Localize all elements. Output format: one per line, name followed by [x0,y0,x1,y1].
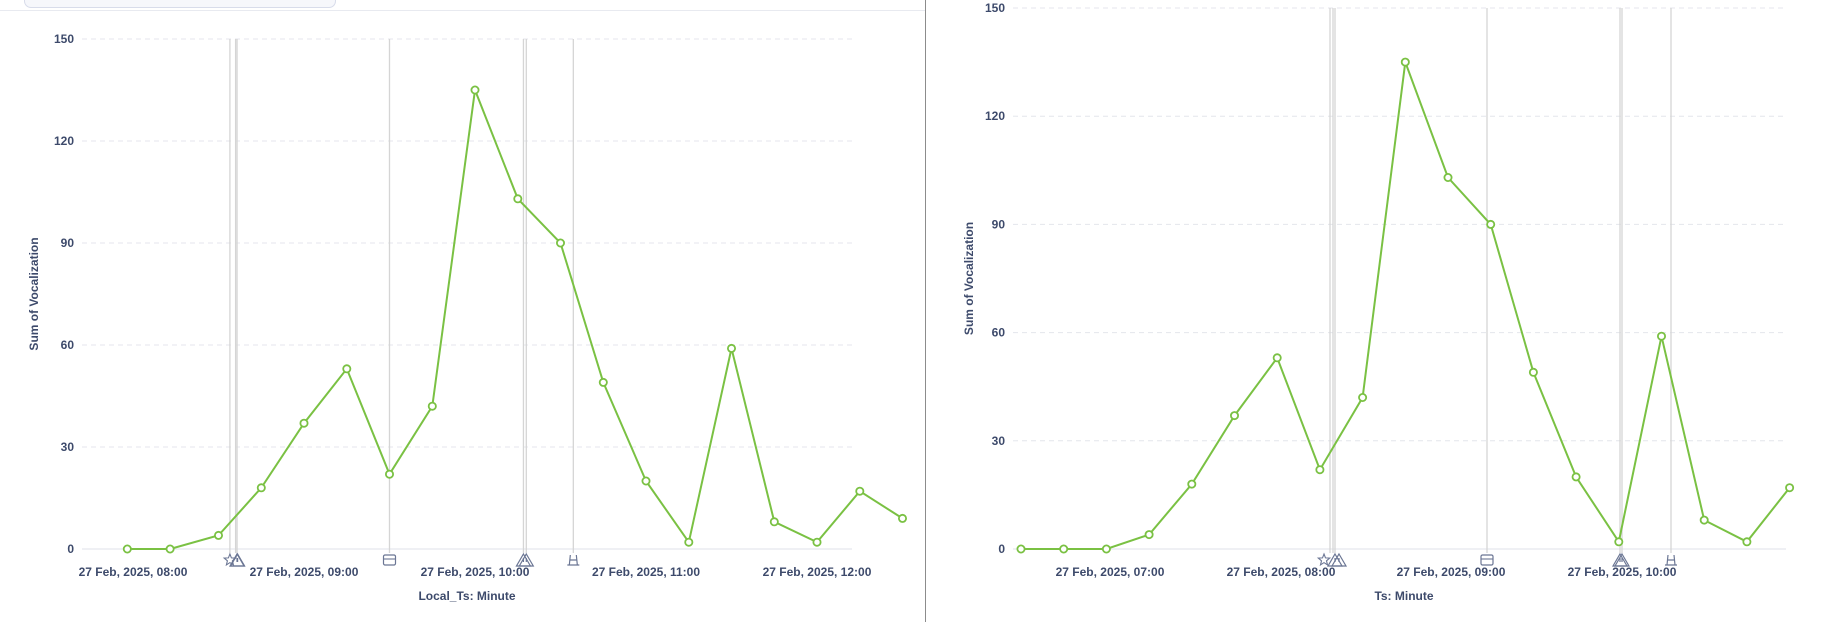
data-point [1571,472,1581,482]
x-axis-title: Local_Ts: Minute [418,589,515,603]
x-ticks: 27 Feb, 2025, 07:00 27 Feb, 2025, 08:00 27… [1056,565,1677,579]
panel-divider [925,0,926,622]
data-point [1016,544,1026,554]
y-axis-title: Sum of Vocalization [962,222,976,335]
y-grid: 0 30 60 90 120 150 [54,32,852,556]
x-tick-label: 27 Feb, 2025, 09:00 [1397,565,1506,579]
y-tick-label: 150 [985,1,1005,15]
data-point [1315,465,1325,475]
data-point [855,486,865,496]
series-points [122,85,908,554]
warning-icon [228,552,246,567]
y-tick-label: 0 [67,542,74,556]
data-point [1785,483,1795,493]
y-tick-label: 30 [992,434,1006,448]
y-tick-label: 90 [61,236,75,250]
series-line [1021,61,1791,550]
data-point [1272,353,1282,363]
data-point [384,469,394,479]
data-point [1358,392,1368,402]
x-axis-title: Ts: Minute [1374,589,1433,603]
x-tick-label: 27 Feb, 2025, 10:00 [1568,565,1677,579]
data-point [641,476,651,486]
data-point [342,364,352,374]
box-icon [1480,554,1494,566]
y-tick-label: 60 [61,338,75,352]
data-point [1528,367,1538,377]
data-point [1059,544,1069,554]
x-ticks: 27 Feb, 2025, 08:00 27 Feb, 2025, 09:00 27… [79,565,872,579]
data-point [1144,530,1154,540]
box-icon [382,554,397,566]
y-tick-label: 60 [992,326,1006,340]
data-point [1742,537,1752,547]
y-tick-label: 120 [985,109,1005,123]
data-point [427,401,437,411]
data-point [598,377,608,387]
x-tick-label: 27 Feb, 2025, 08:00 [1227,565,1336,579]
data-point [165,544,175,554]
data-point [898,513,908,523]
series-points [1016,57,1795,554]
data-point [256,483,266,493]
y-grid: 0 30 60 90 120 150 [985,1,1786,556]
data-point [1101,544,1111,554]
data-point [1400,57,1410,67]
y-tick-label: 90 [992,217,1006,231]
data-point [470,85,480,95]
top-filter-bar [0,0,925,11]
data-point [1229,411,1239,421]
tower-icon [1665,554,1677,566]
data-point [1699,515,1709,525]
annotations [1316,8,1677,567]
warning-icon [1613,552,1631,567]
y-tick-label: 0 [998,542,1005,556]
data-point [213,530,223,540]
y-tick-label: 150 [54,32,74,46]
x-tick-label: 27 Feb, 2025, 11:00 [592,565,700,579]
x-tick-label: 27 Feb, 2025, 12:00 [763,565,872,579]
data-point [812,537,822,547]
x-tick-label: 27 Feb, 2025, 07:00 [1056,565,1165,579]
data-point [1614,537,1624,547]
annotations [222,39,580,567]
data-point [1486,219,1496,229]
data-point [684,537,694,547]
x-tick-label: 27 Feb, 2025, 08:00 [79,565,188,579]
data-point [1187,479,1197,489]
warning-icon [1330,552,1348,567]
data-point [1443,172,1453,182]
tower-icon [567,554,580,566]
x-tick-label: 27 Feb, 2025, 10:00 [421,565,530,579]
data-point [299,418,309,428]
data-point [1657,331,1667,341]
data-point [513,194,523,204]
data-point [769,517,779,527]
data-point [727,343,737,353]
data-point [556,238,566,248]
star-icon [1316,552,1332,567]
y-tick-label: 30 [61,440,75,454]
data-point [122,544,132,554]
y-axis-title: Sum of Vocalization [27,237,41,350]
y-tick-label: 120 [54,134,74,148]
x-tick-label: 27 Feb, 2025, 09:00 [250,565,359,579]
series-line [127,86,904,550]
warning-icon [518,552,535,567]
